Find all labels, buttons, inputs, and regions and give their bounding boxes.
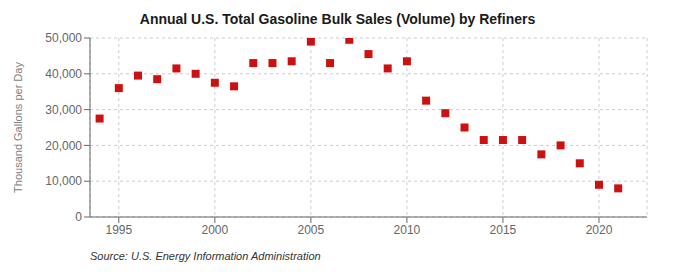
- svg-text:30,000: 30,000: [45, 103, 82, 117]
- html-text:Source: U.S. Energy Informatio: Source: U.S. Energy Information Administ…: [90, 250, 321, 262]
- svg-text:0: 0: [75, 210, 82, 224]
- svg-text:Thousand Gallons per Day: Thousand Gallons per Day: [12, 62, 24, 193]
- svg-text:2005: 2005: [298, 223, 325, 237]
- svg-text:2020: 2020: [586, 223, 613, 237]
- svg-text:1995: 1995: [105, 223, 132, 237]
- html-text:Annual U.S. Total Gasoline Bul: Annual U.S. Total Gasoline Bulk Sales (V…: [139, 11, 536, 27]
- svg-text:40,000: 40,000: [45, 67, 82, 81]
- svg-text:2010: 2010: [394, 223, 421, 237]
- svg-text:50,000: 50,000: [45, 31, 82, 45]
- svg-text:10,000: 10,000: [45, 174, 82, 188]
- svg-text:2015: 2015: [490, 223, 517, 237]
- svg-text:20,000: 20,000: [45, 139, 82, 153]
- svg-text:2000: 2000: [201, 223, 228, 237]
